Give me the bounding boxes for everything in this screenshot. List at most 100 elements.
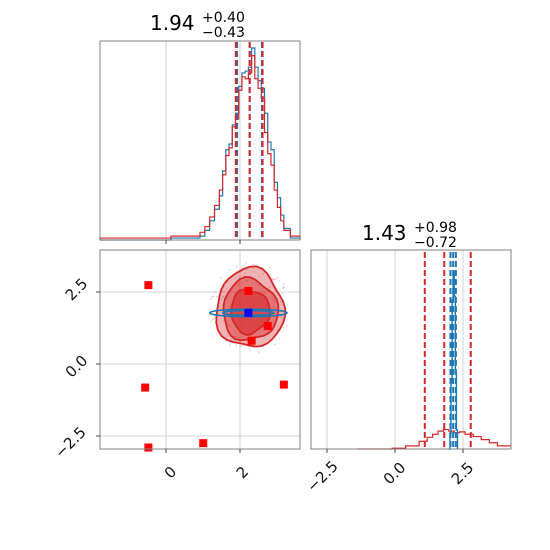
joint-xtick-label-2: 2	[233, 463, 252, 482]
scatter-dot	[234, 285, 237, 288]
marginal-y-xtick-label-neg2.5: −2.5	[303, 457, 341, 495]
scatter-dot	[282, 287, 285, 289]
red-point-3	[199, 439, 208, 448]
scatter-dot	[251, 263, 254, 266]
scatter-dot	[258, 351, 260, 353]
scatter-dot	[234, 335, 236, 338]
scatter-dot	[222, 295, 225, 297]
marginal-x-panel: 1.94 +0.40 −0.43	[99, 10, 301, 244]
scatter-dot	[214, 291, 217, 294]
marginal-y-xtick-label-0: 0.0	[380, 459, 410, 489]
red-point-7	[247, 336, 256, 345]
joint-ytick-label-neg2.5: −2.5	[51, 423, 89, 461]
scatter-dot	[246, 340, 248, 342]
scatter-dot	[269, 273, 271, 276]
marginal-y-panel: 1.43 +0.98 −0.72 −2.5 0.0 2.5	[303, 220, 512, 496]
scatter-dot	[210, 295, 213, 298]
scatter-dot	[220, 277, 222, 279]
marginal-y-title-main: 1.43	[362, 221, 407, 245]
scatter-dot	[271, 296, 273, 299]
scatter-dot	[212, 295, 215, 298]
scatter-dot	[262, 272, 264, 275]
scatter-dot	[237, 284, 240, 286]
scatter-dot	[223, 290, 225, 293]
scatter-dot	[281, 292, 284, 295]
scatter-dot	[229, 303, 232, 306]
scatter-dot	[286, 324, 288, 327]
joint-frame	[99, 249, 301, 450]
scatter-dot	[273, 306, 275, 309]
marginal-x-frame	[99, 40, 301, 241]
scatter-dot	[238, 282, 241, 285]
scatter-dot	[212, 318, 214, 321]
scatter-dot	[213, 317, 216, 320]
scatter-dot	[215, 307, 218, 309]
scatter-dot	[272, 298, 275, 301]
scatter-dot	[235, 344, 238, 347]
scatter-dot	[229, 344, 231, 347]
scatter-dot	[252, 267, 255, 270]
scatter-dot	[273, 301, 276, 303]
joint-ytick-label-0: 0.0	[62, 352, 92, 382]
blue-point	[244, 308, 253, 317]
scatter-dot	[219, 305, 221, 308]
scatter-dot	[273, 298, 276, 301]
scatter-dot	[209, 298, 212, 300]
scatter-dot	[249, 349, 251, 351]
scatter-dot	[216, 295, 218, 298]
scatter-dot	[245, 280, 247, 282]
scatter-dot	[282, 326, 285, 329]
red-point-2	[144, 443, 153, 452]
marginal-x-title-main: 1.94	[150, 11, 195, 35]
red-point-6	[263, 322, 272, 331]
red-point-5	[244, 286, 253, 295]
marginal-y-title-plus: +0.98	[414, 220, 457, 236]
scatter-dot	[272, 278, 274, 281]
scatter-dot	[210, 320, 213, 323]
scatter-dot	[274, 343, 276, 346]
scatter-dot	[268, 266, 270, 269]
scatter-dot	[264, 292, 266, 294]
marginal-x-series-1	[99, 55, 301, 240]
scatter-dot	[279, 301, 282, 303]
scatter-dot	[230, 300, 233, 302]
scatter-dot	[279, 316, 282, 319]
joint-xtick-label-0: 0	[161, 463, 180, 482]
marginal-x-title-plus: +0.40	[202, 10, 245, 26]
scatter-dot	[245, 262, 247, 264]
marginal-y-title-minus: −0.72	[414, 235, 457, 251]
scatter-dot	[228, 324, 231, 327]
joint-ytick-label-2.5: 2.5	[62, 275, 92, 305]
marginal-x-title-minus: −0.43	[202, 25, 245, 41]
scatter-dot	[257, 283, 260, 286]
marginal-y-red-series	[356, 428, 511, 450]
joint-panel: 0 2 2.5 0.0 −2.5	[51, 249, 301, 482]
scatter-dot	[274, 278, 277, 280]
scatter-dot	[223, 319, 225, 322]
scatter-dot	[258, 275, 260, 277]
scatter-dot	[253, 270, 255, 273]
scatter-dot	[220, 298, 222, 300]
marginal-y-frame	[310, 249, 512, 450]
scatter-dot	[229, 305, 231, 308]
scatter-dot	[261, 291, 264, 293]
scatter-dot	[236, 265, 238, 268]
marginal-x-series-0	[100, 47, 301, 241]
scatter-dot	[277, 277, 279, 279]
scatter-dot	[247, 285, 250, 287]
scatter-dot	[215, 331, 218, 334]
red-point-4	[279, 380, 288, 389]
scatter-dot	[251, 282, 254, 285]
scatter-dot	[273, 329, 275, 332]
scatter-dot	[278, 337, 281, 340]
scatter-dot	[228, 269, 231, 271]
marginal-y-xtick-label-2.5: 2.5	[448, 459, 478, 489]
scatter-dot	[244, 272, 246, 274]
scatter-dot	[240, 345, 242, 348]
scatter-dot	[283, 282, 285, 285]
scatter-dot	[268, 286, 271, 288]
scatter-dot	[277, 325, 279, 328]
red-point-0	[144, 281, 153, 290]
red-point-1	[141, 383, 150, 392]
